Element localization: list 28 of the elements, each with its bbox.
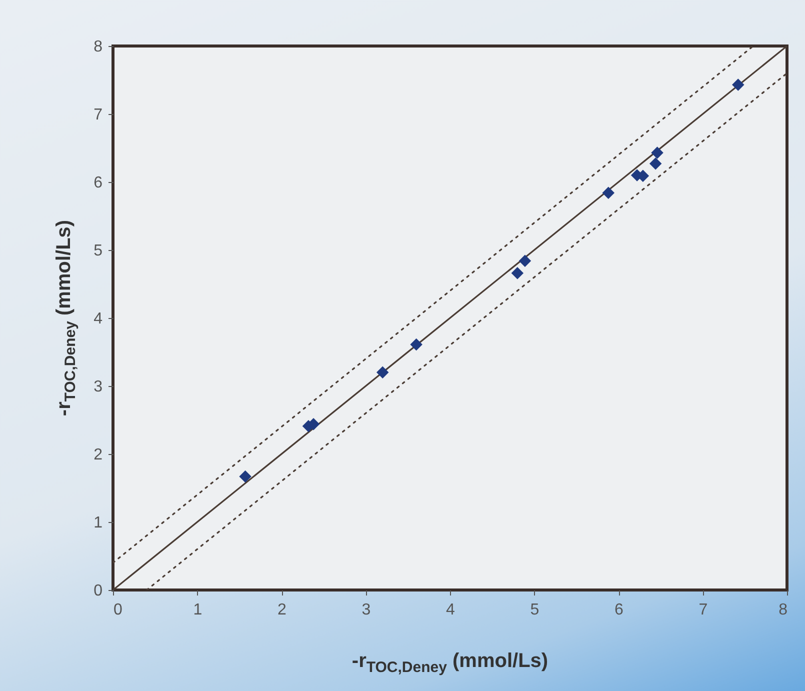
point (511, 266, 524, 280)
y-tick-label: 0 (94, 582, 103, 600)
y-tick-label: 3 (94, 378, 103, 396)
y-tick-label: 5 (94, 242, 103, 260)
x-tick-label: 2 (278, 602, 287, 618)
y-tick-label: 8 (94, 38, 103, 56)
point (651, 146, 664, 159)
y-tick-label: 1 (94, 514, 103, 532)
x-tick-label: 4 (446, 602, 456, 618)
y-tick-label: 4 (94, 310, 103, 328)
y-tick-label: 7 (94, 106, 103, 124)
y-tick-label: 2 (94, 446, 103, 464)
point (602, 186, 615, 200)
x-tick-label: 8 (778, 602, 788, 618)
point (518, 254, 532, 268)
y-tick-label: 6 (94, 174, 103, 192)
x-tick-label: 3 (362, 602, 371, 618)
point (376, 366, 389, 379)
point (410, 338, 422, 351)
point (732, 78, 744, 91)
x-tick-label: 5 (530, 602, 540, 618)
x-tick-label: 7 (698, 602, 708, 618)
x-tick-label: 1 (193, 602, 202, 618)
point (239, 470, 252, 483)
x-tick-label: 0 (114, 602, 122, 618)
point (649, 158, 662, 170)
x-axis-title: -r$_{TOC,Deney}$ (mmol/Ls) (352, 650, 548, 676)
x-tick-label: 6 (614, 602, 624, 618)
